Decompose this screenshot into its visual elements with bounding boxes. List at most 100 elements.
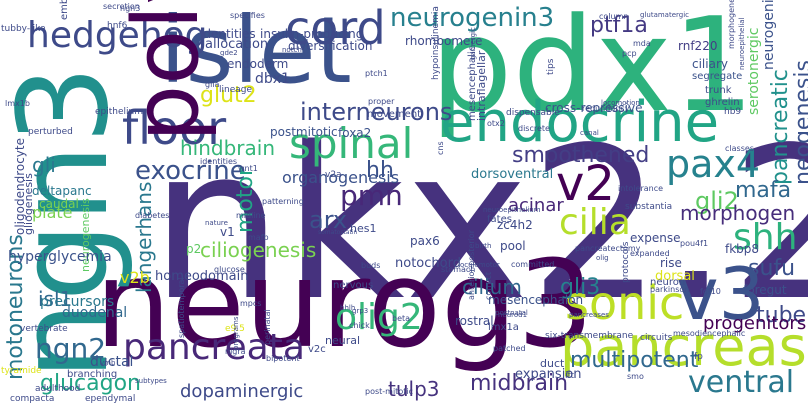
word-nervous: nervous xyxy=(333,280,374,291)
word-neurogenin3: neurogenin3 xyxy=(390,3,555,33)
word-cord: cord xyxy=(285,1,386,55)
word-morphogen: morphogen xyxy=(680,201,796,225)
word-specifies: specifies xyxy=(230,11,265,20)
word-diabetes: diabetes xyxy=(135,211,170,220)
word-hb9: hb9 xyxy=(724,107,742,117)
word-hedgehog: hedgehog xyxy=(27,15,208,56)
word-fates: fates xyxy=(487,214,512,225)
word-nigra: nigra xyxy=(225,347,246,356)
word-ptch1: ptch1 xyxy=(365,69,388,78)
word-birth: birth xyxy=(475,242,492,250)
word-spinal: spinal xyxy=(289,119,414,168)
word-pou4f1: pou4f1 xyxy=(680,239,709,248)
word-segregate: segregate xyxy=(692,71,743,82)
word-adulthood: adulthood xyxy=(35,384,81,394)
word-foxa2: foxa2 xyxy=(338,126,372,140)
word-rhombomere: rhombomere xyxy=(405,34,483,48)
word-glucose: glucose xyxy=(214,265,245,274)
word-pancreatectomy: pancreatectomy xyxy=(575,244,641,253)
word-tubby-like: tubby-like xyxy=(1,24,46,34)
word-perinatal: perinatal xyxy=(263,309,272,345)
word-organogenesis: organogenesis xyxy=(282,168,400,187)
word-motor: motor xyxy=(233,166,258,233)
word-shh: shh xyxy=(733,217,798,258)
word-stomach: stomach xyxy=(441,265,476,274)
word-insulin-producing: insulin-producing xyxy=(260,27,364,41)
word-mda: mda xyxy=(633,39,651,48)
word-ngn3: ngn3 xyxy=(120,4,141,13)
word-chick: chick xyxy=(349,321,370,330)
word-fkbp8: fkbp8 xyxy=(725,242,760,256)
word-exocrine: exocrine xyxy=(135,156,246,186)
word-six-transmembrane: six-transmembrane xyxy=(545,331,634,341)
word-plate: plate xyxy=(32,203,73,222)
word-post-mitotic: post-mitotic xyxy=(365,387,413,396)
word-expansion: expansion xyxy=(515,367,582,382)
word-pancreatic: pancreatic xyxy=(768,69,793,185)
word-embryogenesis: embryogenesis xyxy=(59,0,70,20)
word-p2: p2 xyxy=(186,242,202,256)
word-secretion: secretion xyxy=(103,2,140,11)
word-ciliogenesis: ciliogenesis xyxy=(200,238,317,262)
word-vmb: vmb xyxy=(100,359,116,367)
word-interneurons: interneurons xyxy=(300,98,453,126)
word-glia: glia xyxy=(205,80,220,89)
word-progenitors: progenitors xyxy=(703,313,807,334)
word-intraflagellar: intraflagellar xyxy=(475,50,488,121)
word-fp: fp xyxy=(694,352,703,362)
word-parkinson: parkinson xyxy=(650,285,690,294)
word-acinar: acinar xyxy=(508,195,564,216)
word-neuron: neuron xyxy=(650,277,686,288)
word-sonic: sonic xyxy=(565,276,685,330)
word-expanded: expanded xyxy=(630,249,670,258)
word-duodenal: duodenal xyxy=(62,305,128,321)
word-ductal: ductal xyxy=(90,354,134,370)
word-serotonergic: serotonergic xyxy=(746,27,762,115)
word-allocation: allocation xyxy=(205,37,269,52)
word-v3: v3 xyxy=(676,252,765,336)
word-endocrine: endocrine xyxy=(440,90,720,155)
word-gli2: gli2 xyxy=(695,187,739,215)
word-lmx1a: lmx1a xyxy=(488,322,519,333)
word-olig2: olig2 xyxy=(335,297,423,338)
word-rise: rise xyxy=(660,256,682,270)
word-dorsal: dorsal xyxy=(655,269,695,284)
word-neogenesis: neogenesis xyxy=(791,60,808,185)
word-v2b: v2b xyxy=(120,268,150,287)
word-identities: identities xyxy=(200,157,238,166)
word-notochord: notochord xyxy=(395,256,461,271)
word-v1: v1 xyxy=(220,225,235,239)
word-postmitotic: postmitotic xyxy=(270,125,338,139)
word-dorsoventral: dorsoventral xyxy=(471,167,554,182)
word-neurogenin: neurogenin xyxy=(761,0,777,70)
word-mesodiencephalic: mesodiencephalic xyxy=(673,329,746,338)
word-hindbrain: hindbrain xyxy=(180,136,276,160)
word-v2a: v2a xyxy=(325,170,342,180)
word-mpcs: mpcs xyxy=(240,299,262,308)
word-programs: programs xyxy=(232,316,240,350)
word-compacta: compacta xyxy=(10,394,55,404)
word-redundancy: redundancy xyxy=(582,104,630,113)
word-circuits: circuits xyxy=(640,333,673,343)
word-morphogenesis: morphogenesis xyxy=(727,0,736,49)
word-polydactyly: polydactyly xyxy=(114,0,219,142)
word-duct: duct xyxy=(540,357,565,370)
word-e9-5: e9.5 xyxy=(225,324,245,334)
word-nkx2-2: nkx2.2 xyxy=(150,102,808,347)
word-postnatal: postnatal xyxy=(495,309,528,317)
word-dispensable: dispensable xyxy=(506,108,560,118)
word-subtypes: subtypes xyxy=(135,377,167,385)
word-neurod1: neurod1 xyxy=(498,311,528,319)
word-ptf1a: ptf1a xyxy=(590,13,648,38)
word-lmx1b: lmx1b xyxy=(5,99,30,108)
word-gamergic: gamergic xyxy=(469,27,477,60)
word-ngn2: ngn2 xyxy=(35,332,107,365)
word-gliogenesis: gliogenesis xyxy=(22,173,35,235)
word-diversification: diversification xyxy=(288,39,373,53)
word-mafb: mafb xyxy=(248,233,269,242)
word-hh: hh xyxy=(366,158,394,183)
word-patterning: patterning xyxy=(262,197,304,206)
word-gde2: gde2 xyxy=(220,49,238,57)
word-trunk: trunk xyxy=(705,85,732,96)
